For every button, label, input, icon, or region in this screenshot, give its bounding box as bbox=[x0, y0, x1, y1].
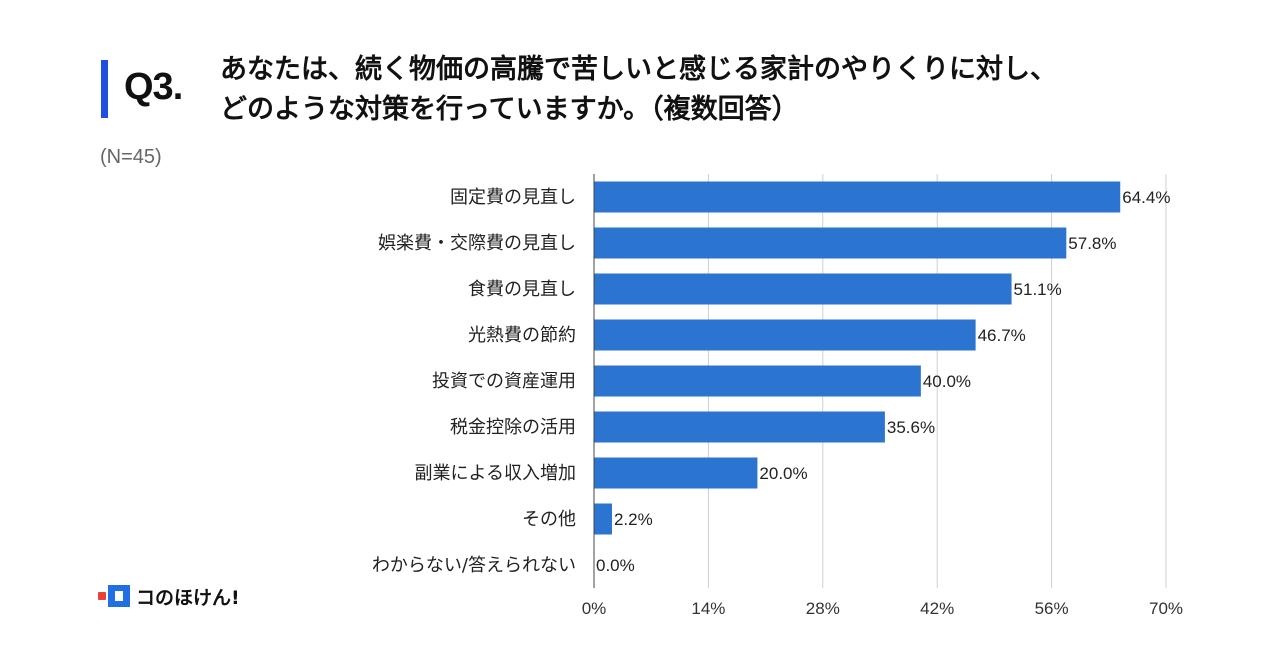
brand-logo: コのほけん! bbox=[96, 580, 240, 612]
x-tick-label-14: 14% bbox=[691, 599, 725, 618]
category-label-6: 副業による収入増加 bbox=[415, 463, 576, 484]
sample-size-label: (N=45) bbox=[100, 146, 162, 168]
title-line-1: あなたは、続く物価の高騰で苦しいと感じる家計のやりくりに対し、 bbox=[220, 54, 1057, 85]
bar-7 bbox=[594, 503, 612, 535]
category-label-3: 光熱費の節約 bbox=[468, 325, 576, 346]
value-label-0: 64.4% bbox=[1122, 188, 1170, 207]
value-label-5: 35.6% bbox=[887, 418, 935, 437]
value-label-4: 40.0% bbox=[923, 372, 971, 391]
bar-1 bbox=[594, 227, 1067, 259]
value-label-7: 2.2% bbox=[614, 510, 653, 529]
value-label-3: 46.7% bbox=[978, 326, 1026, 345]
question-accent-bar bbox=[101, 60, 108, 118]
bar-6 bbox=[594, 457, 758, 489]
category-label-8: わからない/答えられない bbox=[372, 555, 576, 576]
x-tick-label-28: 28% bbox=[806, 599, 840, 618]
x-tick-label-56: 56% bbox=[1035, 599, 1069, 618]
value-label-1: 57.8% bbox=[1068, 234, 1116, 253]
category-label-0: 固定費の見直し bbox=[450, 187, 576, 208]
category-label-7: その他 bbox=[522, 509, 576, 530]
chart-title: あなたは、続く物価の高騰で苦しいと感じる家計のやりくりに対し、 どのような対策を… bbox=[220, 50, 1057, 130]
category-label-4: 投資での資産運用 bbox=[432, 371, 576, 392]
bar-5 bbox=[594, 411, 885, 443]
x-tick-label-0: 0% bbox=[582, 599, 607, 618]
category-label-5: 税金控除の活用 bbox=[450, 417, 576, 438]
category-label-1: 娯楽費・交際費の見直し bbox=[378, 233, 576, 254]
value-label-6: 20.0% bbox=[759, 464, 807, 483]
value-label-2: 51.1% bbox=[1014, 280, 1062, 299]
x-tick-label-70: 70% bbox=[1149, 599, 1183, 618]
value-label-8: 0.0% bbox=[596, 556, 635, 575]
question-number: Q3. bbox=[124, 66, 183, 108]
bar-3 bbox=[594, 319, 976, 351]
logo-mark-icon bbox=[96, 580, 132, 612]
logo-text: コのほけん! bbox=[136, 586, 240, 609]
bar-4 bbox=[594, 365, 921, 397]
bar-2 bbox=[594, 273, 1012, 305]
category-label-2: 食費の見直し bbox=[468, 279, 576, 300]
x-tick-label-42: 42% bbox=[920, 599, 954, 618]
title-line-2: どのような対策を行っていますか。（複数回答） bbox=[220, 94, 799, 125]
bar-0 bbox=[594, 181, 1121, 213]
